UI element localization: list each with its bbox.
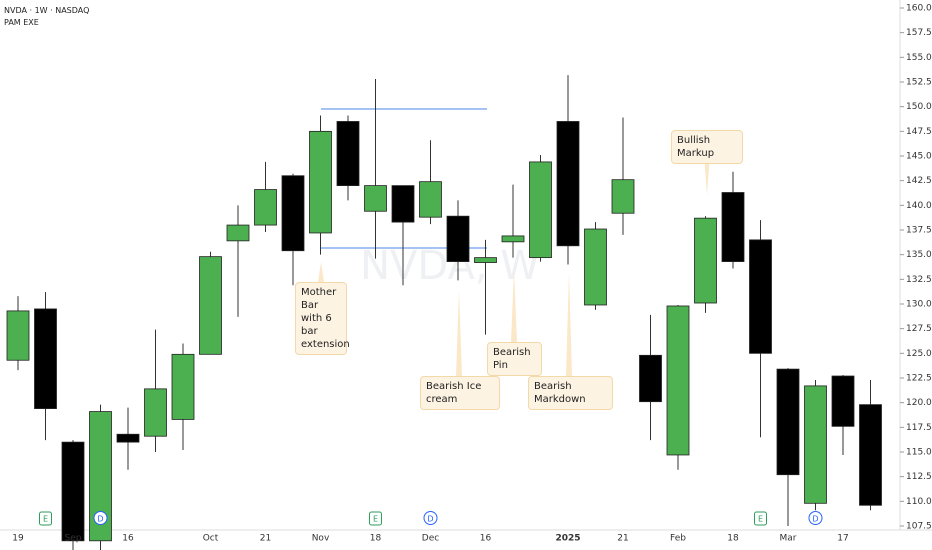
annotation: Mother Bar with 6 bar extension: [295, 282, 350, 355]
event-icon: [39, 511, 52, 526]
x-tick-label: 21: [260, 534, 271, 544]
candle-body: [749, 239, 772, 354]
y-tick-label: 137.50: [906, 226, 932, 236]
candle-body: [364, 185, 387, 212]
x-tick-label: Nov: [312, 534, 330, 544]
x-tick-label: 19: [12, 534, 24, 544]
event-icon: [93, 511, 108, 525]
annotation-stem: [318, 262, 324, 282]
x-tick-label: Dec: [422, 534, 439, 544]
candle-body: [859, 404, 882, 506]
y-tick-label: 115.00: [906, 448, 932, 458]
candle-body: [226, 224, 250, 242]
event-icon: [369, 511, 382, 526]
annotation: Bullish Markup: [671, 130, 743, 164]
candle-body: [144, 388, 167, 437]
candle-body: [6, 310, 30, 361]
y-tick-label: 107.50: [906, 522, 932, 532]
x-tick-label: 16: [480, 534, 492, 544]
event-label: E: [758, 515, 763, 524]
y-tick-label: 142.50: [906, 176, 932, 186]
candle-body: [419, 181, 442, 218]
x-tick-label: Mar: [780, 534, 797, 544]
candle-body: [391, 185, 415, 223]
y-tick-label: 117.50: [906, 423, 932, 433]
candle-body: [721, 192, 745, 262]
x-tick-label: Sep: [65, 534, 82, 544]
event-label: E: [43, 515, 48, 524]
candle-body: [694, 217, 717, 304]
y-tick-label: 152.50: [906, 78, 932, 88]
y-tick-label: 112.50: [906, 472, 932, 482]
candle-body: [89, 411, 112, 542]
annotation-stem: [704, 154, 710, 195]
annotation: Bearish Pin: [487, 342, 542, 376]
y-tick-label: 155.00: [906, 53, 932, 63]
event-icon: [423, 511, 438, 525]
symbol-title: NVDA · 1W · NASDAQ: [4, 6, 90, 15]
event-icon: [808, 511, 823, 525]
y-tick-label: 132.50: [906, 275, 932, 285]
candle-body: [309, 130, 332, 234]
y-tick-label: 120.00: [906, 398, 932, 408]
candle-body: [171, 353, 195, 420]
candle-body: [804, 385, 827, 504]
y-tick-label: 150.00: [906, 102, 932, 112]
candle-body: [116, 433, 140, 443]
annotation-stem: [456, 290, 462, 376]
candle-body: [281, 175, 305, 252]
annotation: Bearish Markdown: [528, 376, 613, 410]
y-tick-label: 122.50: [906, 374, 932, 384]
candle-body: [639, 354, 662, 403]
candle-body: [474, 257, 497, 263]
candle-body: [501, 235, 525, 243]
y-tick-label: 145.00: [906, 152, 932, 162]
annotation-stem: [566, 272, 572, 376]
event-label: D: [427, 515, 433, 524]
x-tick-label: 18: [727, 534, 739, 544]
candle-body: [666, 305, 690, 456]
candle-body: [336, 121, 360, 186]
y-tick-label: 157.50: [906, 28, 932, 38]
x-tick-label: Oct: [203, 534, 219, 544]
x-tick-label: 2025: [555, 534, 580, 544]
y-tick-label: 125.00: [906, 349, 932, 359]
event-label: E: [373, 515, 378, 524]
annotation-stem: [511, 270, 517, 342]
candle-body: [529, 161, 552, 259]
y-tick-label: 160.00: [906, 4, 932, 14]
y-tick-label: 110.00: [906, 497, 932, 507]
candle-body: [584, 228, 607, 306]
x-tick-label: 16: [122, 534, 134, 544]
x-tick-label: Feb: [670, 534, 686, 544]
x-tick-label: 21: [617, 534, 628, 544]
x-tick-label: 17: [837, 534, 848, 544]
candle-body: [831, 375, 855, 427]
y-tick-label: 135.00: [906, 250, 932, 260]
candle-body: [254, 189, 277, 226]
candle-body: [556, 121, 580, 247]
y-tick-label: 127.50: [906, 324, 932, 334]
y-tick-label: 130.00: [906, 300, 932, 310]
event-icon: [754, 511, 767, 526]
candle-body: [611, 179, 635, 214]
candle-body: [34, 308, 57, 409]
candle-body: [776, 368, 800, 476]
x-tick-label: 18: [370, 534, 382, 544]
y-tick-label: 147.50: [906, 127, 932, 137]
candle-body: [446, 215, 470, 262]
y-tick-label: 140.00: [906, 201, 932, 211]
event-label: D: [97, 515, 103, 524]
candle-body: [199, 256, 222, 355]
candle-body: [61, 441, 85, 542]
event-label: D: [812, 515, 818, 524]
indicator-name: PAM EXE: [4, 18, 39, 27]
annotation: Bearish Ice cream: [420, 376, 500, 410]
